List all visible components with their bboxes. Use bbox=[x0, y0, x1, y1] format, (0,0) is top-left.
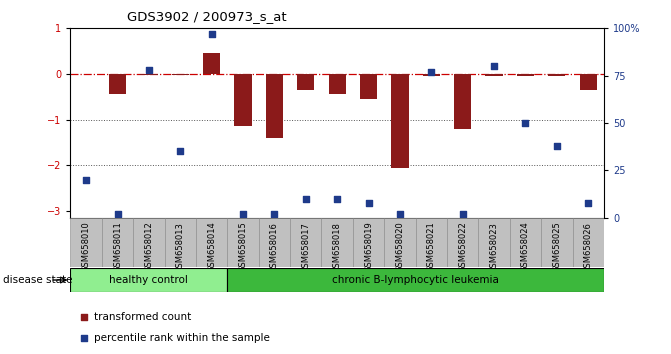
Text: GSM658019: GSM658019 bbox=[364, 222, 373, 273]
Bar bbox=[447, 218, 478, 267]
Bar bbox=[384, 218, 415, 267]
Point bbox=[144, 67, 154, 73]
Text: GSM658022: GSM658022 bbox=[458, 222, 467, 273]
Point bbox=[520, 120, 531, 126]
Point bbox=[395, 211, 405, 217]
Bar bbox=[196, 218, 227, 267]
Bar bbox=[227, 268, 604, 292]
Point bbox=[583, 200, 594, 205]
Bar bbox=[572, 218, 604, 267]
Bar bbox=[134, 218, 164, 267]
Point bbox=[206, 31, 217, 37]
Bar bbox=[360, 74, 377, 99]
Point bbox=[112, 211, 123, 217]
Bar bbox=[259, 218, 290, 267]
Bar bbox=[541, 218, 572, 267]
Bar bbox=[548, 74, 566, 76]
Point bbox=[331, 196, 342, 202]
Bar bbox=[227, 218, 259, 267]
Text: GSM658018: GSM658018 bbox=[333, 222, 342, 273]
Bar bbox=[172, 74, 189, 75]
Bar bbox=[266, 74, 283, 138]
Point bbox=[453, 207, 464, 213]
Text: GSM658012: GSM658012 bbox=[144, 222, 154, 273]
Text: GSM658010: GSM658010 bbox=[82, 222, 91, 273]
Point bbox=[552, 143, 562, 149]
Text: disease state: disease state bbox=[3, 275, 73, 285]
Point bbox=[301, 196, 311, 202]
Point bbox=[81, 177, 91, 183]
Text: percentile rank within the sample: percentile rank within the sample bbox=[95, 332, 270, 343]
Bar bbox=[391, 74, 409, 167]
Point bbox=[269, 211, 280, 217]
Point bbox=[426, 69, 437, 75]
Bar bbox=[423, 74, 440, 76]
Bar bbox=[164, 218, 196, 267]
Text: GSM658011: GSM658011 bbox=[113, 222, 122, 273]
Bar bbox=[580, 74, 597, 90]
Point bbox=[488, 63, 499, 69]
Point bbox=[363, 200, 374, 205]
Bar bbox=[415, 218, 447, 267]
Bar bbox=[109, 74, 126, 95]
Point bbox=[175, 149, 186, 154]
Text: GSM658026: GSM658026 bbox=[584, 222, 592, 273]
Bar bbox=[203, 53, 220, 74]
Text: GSM658025: GSM658025 bbox=[552, 222, 562, 273]
Point bbox=[238, 211, 248, 217]
Text: GDS3902 / 200973_s_at: GDS3902 / 200973_s_at bbox=[127, 10, 287, 23]
Text: GSM658021: GSM658021 bbox=[427, 222, 436, 273]
Text: GSM658023: GSM658023 bbox=[490, 222, 499, 273]
Bar bbox=[70, 218, 102, 267]
Bar bbox=[290, 218, 321, 267]
Bar bbox=[353, 218, 384, 267]
Text: GSM658020: GSM658020 bbox=[395, 222, 405, 273]
Bar bbox=[454, 74, 471, 129]
Text: GSM658017: GSM658017 bbox=[301, 222, 310, 273]
Bar bbox=[321, 218, 353, 267]
Bar bbox=[140, 74, 158, 75]
Bar bbox=[70, 268, 227, 292]
Bar bbox=[234, 74, 252, 126]
Bar bbox=[485, 74, 503, 76]
Point bbox=[453, 23, 464, 29]
Text: healthy control: healthy control bbox=[109, 275, 189, 285]
Text: chronic B-lymphocytic leukemia: chronic B-lymphocytic leukemia bbox=[332, 275, 499, 285]
Bar bbox=[297, 74, 315, 90]
Bar bbox=[478, 218, 510, 267]
Bar bbox=[517, 74, 534, 76]
Text: GSM658015: GSM658015 bbox=[238, 222, 248, 273]
Bar bbox=[329, 74, 346, 95]
Text: GSM658013: GSM658013 bbox=[176, 222, 185, 273]
Text: GSM658016: GSM658016 bbox=[270, 222, 279, 273]
Bar bbox=[102, 218, 134, 267]
Bar bbox=[510, 218, 541, 267]
Text: GSM658024: GSM658024 bbox=[521, 222, 530, 273]
Point bbox=[458, 211, 468, 217]
Text: transformed count: transformed count bbox=[95, 312, 192, 322]
Text: GSM658014: GSM658014 bbox=[207, 222, 216, 273]
